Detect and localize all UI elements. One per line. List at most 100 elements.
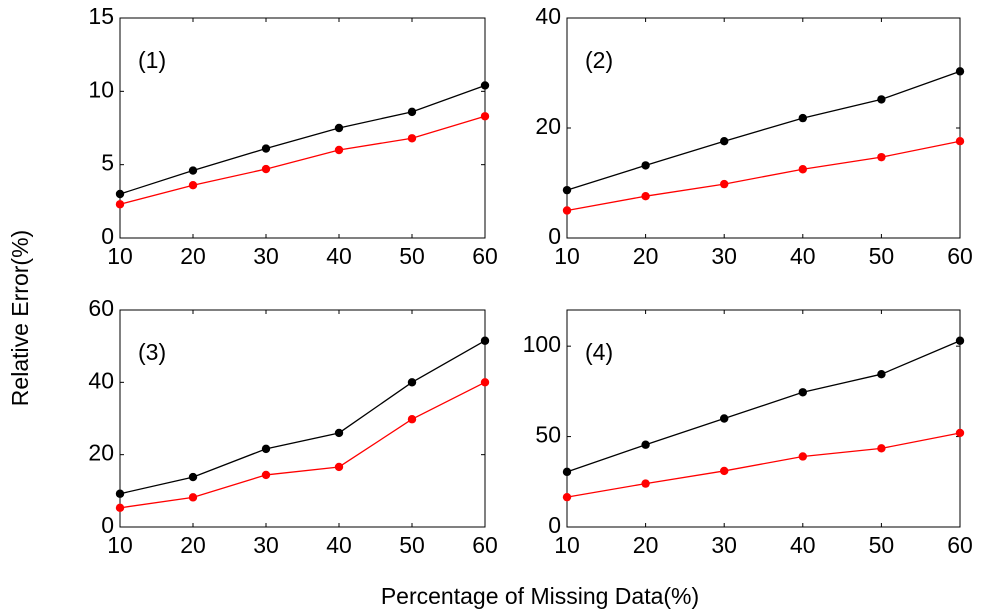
- subplot: 10 20 30 40 50 60 0 5 10 15 (1): [88, 3, 497, 269]
- y-tick-label: 20: [88, 440, 114, 466]
- plot-frame: [566, 17, 961, 239]
- x-tick-label: 40: [326, 243, 352, 269]
- data-point: [334, 145, 344, 155]
- data-point: [798, 388, 807, 397]
- x-tick-label: 10: [554, 243, 580, 269]
- data-point: [798, 113, 807, 123]
- data-point: [261, 164, 271, 174]
- x-axis-label: Percentage of Missing Data(%): [381, 583, 699, 609]
- x-tick-label: 50: [869, 532, 895, 558]
- data-point: [955, 67, 965, 76]
- data-point: [955, 428, 965, 438]
- data-point: [480, 112, 490, 121]
- data-point: [641, 440, 650, 449]
- data-point: [798, 165, 807, 174]
- y-tick-label: 0: [101, 512, 114, 538]
- subplot: 10 20 30 40 50 60 0 20 40 (2): [535, 3, 972, 269]
- y-axis-label: Relative Error(%): [7, 230, 33, 406]
- x-tick-label: 60: [472, 532, 498, 558]
- data-point: [798, 452, 807, 461]
- y-tick-label: 60: [88, 295, 114, 321]
- series-line: [119, 381, 486, 509]
- data-point: [407, 378, 417, 387]
- x-tick-label: 50: [869, 243, 895, 269]
- series-line: [566, 140, 961, 212]
- plot-frame: [119, 309, 486, 528]
- subplot: 10 20 30 40 50 60 0 20 40 60 (3): [88, 295, 497, 558]
- x-tick-label: 60: [947, 243, 973, 269]
- data-point: [407, 415, 417, 424]
- x-tick-label: 20: [180, 243, 206, 269]
- y-tick-label: 0: [101, 223, 114, 249]
- series-line: [119, 84, 486, 195]
- y-tick-label: 20: [535, 113, 561, 139]
- data-point: [261, 444, 271, 454]
- annotation: (2): [585, 47, 613, 73]
- series-line: [566, 340, 961, 473]
- data-point: [955, 336, 965, 345]
- annotation: (4): [585, 339, 613, 365]
- data-point: [720, 414, 729, 423]
- data-point: [877, 95, 886, 104]
- x-tick-label: 10: [107, 532, 133, 558]
- data-point: [641, 161, 650, 170]
- x-tick-label: 30: [711, 243, 737, 269]
- series-line: [566, 70, 961, 191]
- x-tick-label: 10: [107, 243, 133, 269]
- data-point: [188, 181, 198, 190]
- annotation: (1): [138, 47, 166, 73]
- data-point: [407, 107, 417, 117]
- x-tick-label: 60: [947, 532, 973, 558]
- x-tick-label: 20: [633, 532, 659, 558]
- data-point: [720, 466, 729, 476]
- data-point: [115, 189, 125, 199]
- x-tick-label: 20: [633, 243, 659, 269]
- x-tick-label: 50: [399, 532, 425, 558]
- y-tick-label: 0: [548, 223, 561, 249]
- data-point: [641, 479, 650, 488]
- y-tick-label: 50: [535, 422, 561, 448]
- data-point: [877, 152, 886, 162]
- data-point: [115, 200, 125, 209]
- data-point: [720, 179, 729, 189]
- data-point: [261, 144, 271, 153]
- x-tick-label: 40: [790, 243, 816, 269]
- annotation: (3): [138, 339, 166, 365]
- data-point: [334, 123, 344, 133]
- x-tick-label: 10: [554, 532, 580, 558]
- plot-frame: [119, 17, 486, 239]
- data-point: [480, 336, 490, 345]
- series-line: [119, 340, 486, 495]
- data-point: [334, 462, 344, 472]
- x-tick-label: 40: [326, 532, 352, 558]
- data-point: [480, 378, 490, 387]
- y-tick-label: 40: [88, 367, 114, 393]
- x-tick-label: 30: [253, 243, 279, 269]
- y-tick-label: 100: [523, 331, 561, 357]
- data-point: [641, 192, 650, 201]
- data-point: [188, 472, 198, 482]
- y-tick-label: 5: [101, 150, 114, 176]
- series-line: [566, 432, 961, 498]
- plot-frame: [566, 309, 961, 528]
- x-tick-label: 20: [180, 532, 206, 558]
- x-tick-label: 30: [253, 532, 279, 558]
- x-tick-label: 30: [711, 532, 737, 558]
- data-point: [877, 444, 886, 453]
- y-tick-label: 10: [88, 76, 114, 102]
- data-point: [877, 369, 886, 379]
- y-tick-label: 40: [535, 3, 561, 29]
- data-point: [562, 467, 572, 477]
- data-point: [261, 470, 271, 480]
- data-point: [334, 428, 344, 438]
- series-line: [119, 115, 486, 205]
- data-point: [720, 137, 729, 146]
- data-point: [115, 503, 125, 513]
- data-point: [407, 134, 417, 143]
- y-tick-label: 0: [548, 512, 561, 538]
- subplot: 10 20 30 40 50 60 0 50 100 (4): [523, 309, 973, 558]
- data-point: [115, 489, 125, 498]
- data-point: [562, 492, 572, 502]
- data-point: [188, 166, 198, 175]
